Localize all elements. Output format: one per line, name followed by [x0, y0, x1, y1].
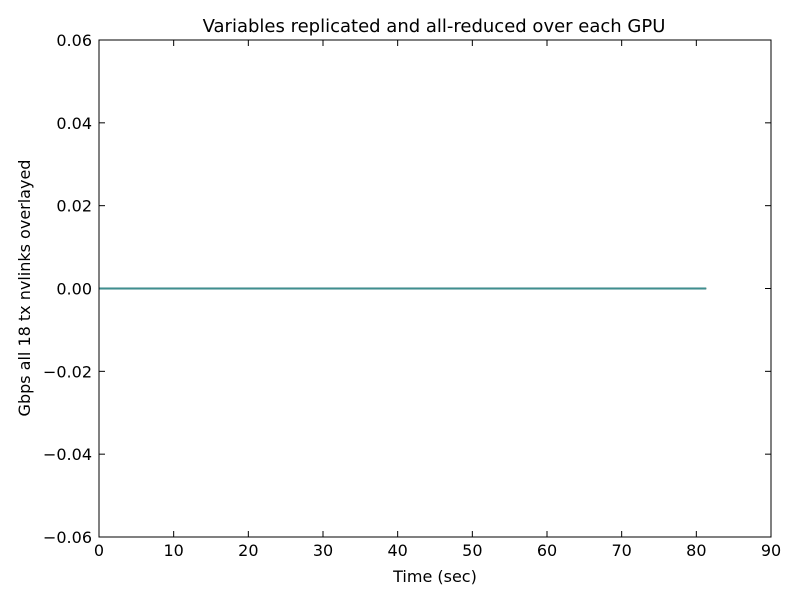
x-tick-label: 80 — [686, 541, 706, 560]
plot-frame — [98, 39, 772, 538]
x-axis-label: Time (sec) — [392, 567, 477, 586]
y-tick-label: 0.04 — [56, 114, 92, 133]
x-tick-label: 10 — [163, 541, 183, 560]
x-tick-label: 50 — [462, 541, 482, 560]
x-tick-label: 70 — [611, 541, 631, 560]
chart-title: Variables replicated and all-reduced ove… — [203, 16, 666, 37]
y-tick-label: −0.04 — [43, 445, 92, 464]
y-tick-label: −0.06 — [43, 528, 92, 547]
y-tick-label: 0.06 — [56, 31, 92, 50]
x-tick-label: 0 — [94, 541, 104, 560]
x-tick-label: 20 — [238, 541, 258, 560]
x-tick-label: 90 — [761, 541, 781, 560]
y-tick-label: 0.00 — [56, 280, 92, 299]
y-axis-label: Gbps all 18 tx nvlinks overlayed — [15, 160, 34, 417]
x-tick-label: 30 — [313, 541, 333, 560]
x-axis: 0 10 20 30 40 50 60 70 80 90 — [94, 40, 781, 560]
x-tick-label: 60 — [537, 541, 557, 560]
y-tick-label: −0.02 — [43, 362, 92, 381]
y-tick-label: 0.02 — [56, 197, 92, 216]
x-tick-label: 40 — [387, 541, 407, 560]
